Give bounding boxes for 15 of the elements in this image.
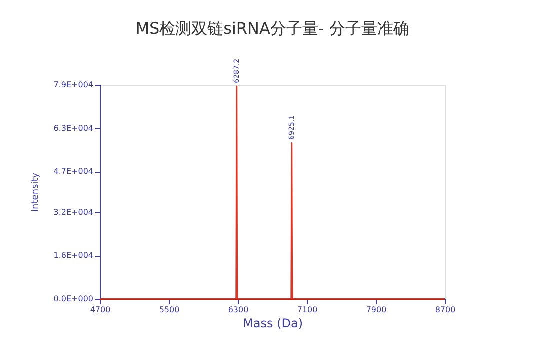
y-axis-title: Intensity (30, 172, 41, 212)
x-tick-label: 6300 (228, 306, 249, 314)
x-axis-title: Mass (Da) (243, 316, 303, 330)
y-tick-label: 1.6E+004 (54, 251, 94, 260)
x-tick-label: 4700 (90, 306, 111, 314)
y-tick-label: 4.7E+004 (54, 167, 94, 176)
y-tick-label: 7.9E+004 (54, 80, 94, 90)
x-tick-label: 8700 (435, 306, 456, 314)
chart-title: MS检测双链siRNA分子量- 分子量准确 (136, 18, 410, 38)
y-tick-label: 3.2E+004 (54, 208, 94, 217)
x-tick-label: 7100 (297, 306, 318, 314)
x-tick-label: 5500 (159, 306, 180, 314)
x-tick-label: 7900 (366, 306, 387, 314)
y-tick-label: 6.3E+004 (54, 124, 94, 133)
y-tick-label: 0.0E+000 (54, 294, 94, 304)
